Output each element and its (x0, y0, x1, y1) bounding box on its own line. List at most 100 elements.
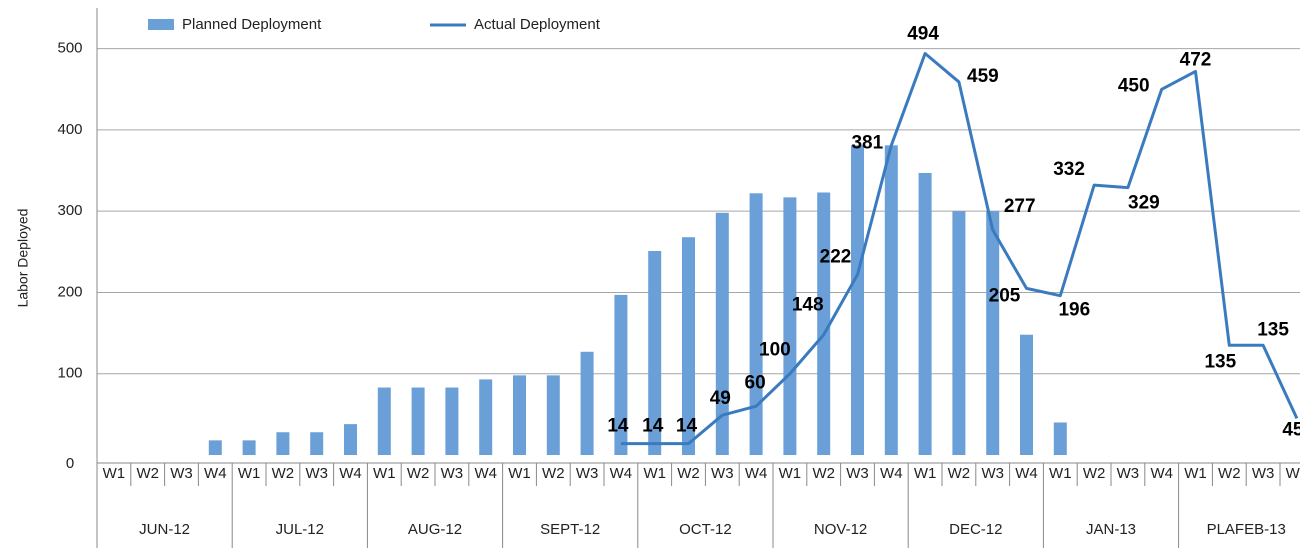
data-label: 45 (1282, 419, 1300, 440)
x-tick-label: W4 (204, 465, 227, 482)
group-label: OCT-12 (679, 521, 732, 538)
data-label: 135 (1204, 351, 1236, 372)
group-label: JUN-12 (139, 521, 190, 538)
x-tick-label: W1 (1184, 465, 1207, 482)
y-tick-label: 400 (57, 121, 82, 138)
x-tick-label: W2 (812, 465, 835, 482)
x-tick-label: W3 (576, 465, 599, 482)
group-label: SEPT-12 (540, 521, 600, 538)
bar (344, 424, 357, 455)
x-tick-label: W4 (610, 465, 633, 482)
line (620, 52, 1299, 446)
data-label: 100 (759, 340, 791, 361)
x-tick-label: W4 (880, 465, 903, 482)
group-label: JAN-13 (1086, 521, 1136, 538)
data-label: 148 (792, 295, 824, 316)
group-label: DEC-12 (949, 521, 1002, 538)
x-tick-label: W1 (238, 465, 261, 482)
data-label: 450 (1118, 75, 1150, 96)
bar (546, 375, 560, 455)
bar (851, 145, 864, 456)
bar (377, 387, 391, 455)
y-tick-label: 100 (57, 365, 82, 382)
bar (884, 145, 898, 456)
x-tick-label: W4 (1286, 465, 1300, 482)
bar (682, 237, 695, 455)
data-label: 135 (1257, 319, 1289, 340)
x-tick-label: W3 (1117, 465, 1140, 482)
data-label: 60 (745, 372, 766, 393)
bar (817, 192, 831, 456)
bar (614, 294, 628, 455)
legend-swatch (148, 19, 174, 30)
x-tick-label: W2 (136, 465, 159, 482)
bar (918, 172, 932, 455)
data-label: 14 (642, 416, 664, 437)
y-tick-label: 300 (57, 202, 82, 219)
bar (648, 251, 662, 455)
x-tick-label: W1 (643, 465, 666, 482)
x-tick-label: W1 (508, 465, 531, 482)
x-tick-label: W2 (407, 465, 430, 482)
data-label: 205 (989, 285, 1021, 306)
data-label: 332 (1053, 159, 1085, 180)
data-label: 329 (1128, 193, 1160, 214)
data-label: 196 (1058, 300, 1090, 321)
bar (310, 432, 324, 455)
x-tick-label: W3 (1252, 465, 1275, 482)
data-label: 472 (1180, 49, 1212, 70)
data-label: 494 (907, 24, 939, 45)
bar (445, 387, 459, 455)
x-tick-label: W4 (745, 465, 768, 482)
x-tick-label: W3 (981, 465, 1004, 482)
x-tick-label: W1 (373, 465, 396, 482)
data-label: 49 (710, 388, 731, 409)
x-tick-label: W4 (1015, 465, 1038, 482)
x-tick-label: W2 (542, 465, 565, 482)
y-tick-label: 500 (57, 40, 82, 57)
x-tick-label: W3 (170, 465, 193, 482)
bar (580, 351, 594, 455)
bar (749, 193, 763, 455)
bar (208, 440, 222, 455)
y-tick-label: 0 (66, 455, 74, 472)
group-label: NOV-12 (814, 521, 867, 538)
data-label: 222 (820, 247, 852, 268)
x-tick-label: W2 (948, 465, 971, 482)
data-label: 381 (851, 132, 883, 153)
x-tick-label: W4 (474, 465, 497, 482)
x-tick-label: W1 (914, 465, 937, 482)
bar (242, 440, 256, 455)
group-label: AUG-12 (408, 521, 462, 538)
y-axis-label: Labor Deployed (15, 209, 31, 308)
data-label: 459 (967, 66, 999, 87)
bar (479, 379, 493, 455)
x-tick-label: W4 (339, 465, 362, 482)
x-tick-label: W1 (779, 465, 802, 482)
x-tick-label: W4 (1150, 465, 1173, 482)
bar (513, 375, 526, 455)
bar (783, 197, 797, 455)
x-tick-label: W2 (1218, 465, 1241, 482)
bar (1020, 334, 1033, 455)
bar (411, 387, 425, 455)
group-label: PLAFEB-13 (1207, 521, 1286, 538)
bar (276, 432, 290, 455)
legend-label: Actual Deployment (474, 16, 601, 33)
x-tick-label: W3 (711, 465, 734, 482)
y-tick-label: 200 (57, 283, 82, 300)
x-tick-label: W1 (1049, 465, 1072, 482)
bar (952, 211, 966, 455)
group-label: JUL-12 (276, 521, 324, 538)
legend-label: Planned Deployment (182, 16, 322, 33)
data-label: 14 (607, 416, 629, 437)
x-tick-label: W2 (677, 465, 700, 482)
bar (1053, 422, 1067, 455)
x-tick-label: W2 (1083, 465, 1106, 482)
x-tick-label: W1 (103, 465, 126, 482)
x-tick-label: W3 (305, 465, 328, 482)
data-label: 277 (1004, 196, 1036, 217)
x-tick-label: W2 (272, 465, 295, 482)
data-label: 14 (676, 416, 698, 437)
x-tick-label: W3 (441, 465, 464, 482)
